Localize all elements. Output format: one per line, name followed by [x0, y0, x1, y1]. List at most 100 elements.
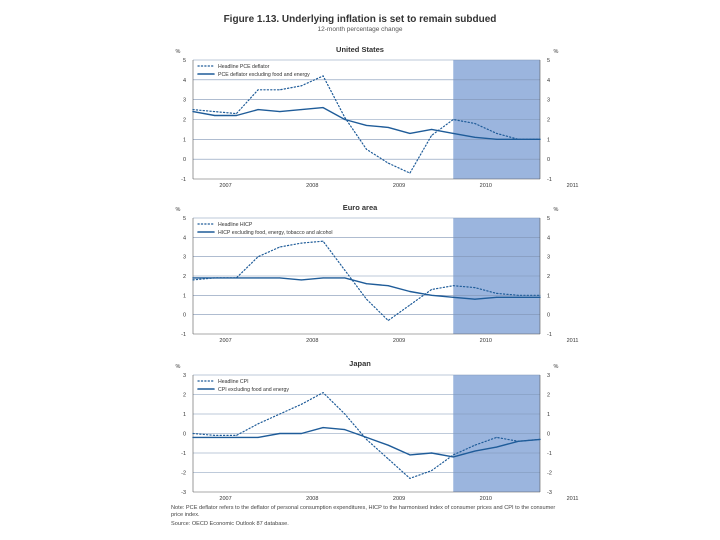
y-tick-label: 0: [183, 432, 186, 438]
data-point: [192, 110, 194, 113]
y-tick-label: 3: [183, 255, 186, 261]
data-point: [192, 432, 194, 435]
x-tick-label: 2009: [393, 338, 405, 344]
legend-entry: Headline HICP: [218, 222, 253, 228]
data-point: [409, 454, 411, 456]
y-tick-label-right: 4: [547, 235, 550, 241]
data-point: [365, 283, 368, 285]
data-point: [257, 256, 259, 258]
data-point: [474, 444, 476, 446]
x-tick-label: 2008: [306, 496, 318, 502]
data-point: [300, 108, 303, 111]
data-point: [300, 242, 303, 244]
y-tick-label: 2: [183, 393, 186, 399]
data-point: [344, 413, 346, 415]
data-point: [365, 436, 368, 438]
data-point: [192, 108, 194, 111]
data-point: [279, 89, 281, 91]
y-tick-label: 3: [183, 373, 186, 379]
data-point: [452, 454, 454, 456]
data-point: [214, 436, 216, 438]
y-unit-left: %: [176, 49, 181, 55]
data-point: [300, 279, 303, 281]
figure-subtitle: 12-month percentage change: [317, 26, 403, 33]
y-tick-label-right: 0: [547, 313, 550, 319]
y-tick-label-right: 1: [547, 293, 550, 299]
y-tick-label: 5: [183, 216, 186, 222]
y-tick-label-right: 2: [547, 393, 550, 399]
y-tick-label: -1: [181, 332, 186, 338]
y-unit-right: %: [554, 364, 559, 370]
x-tick-label: 2008: [306, 338, 318, 344]
y-tick-label-right: 5: [547, 216, 550, 222]
data-point: [322, 240, 324, 242]
y-tick-label: 2: [183, 118, 186, 124]
data-point: [300, 403, 303, 405]
data-point: [387, 319, 389, 322]
data-point: [387, 162, 389, 164]
data-point: [409, 477, 411, 479]
data-point: [300, 85, 303, 87]
data-point: [496, 436, 498, 438]
data-point: [409, 304, 411, 306]
data-point: [539, 296, 541, 298]
x-tick-label: 2007: [219, 496, 231, 502]
data-point: [279, 246, 281, 248]
data-point: [235, 112, 237, 115]
data-point: [430, 294, 433, 296]
data-point: [279, 413, 281, 415]
y-tick-label-right: 2: [547, 118, 550, 124]
data-point: [430, 128, 433, 131]
data-point: [539, 438, 541, 440]
figure-source: Source: OECD Economic Outlook 87 databas…: [171, 521, 289, 527]
y-tick-label-right: 5: [547, 58, 550, 64]
data-point: [344, 269, 346, 271]
data-point: [474, 450, 476, 452]
y-tick-label-right: -2: [547, 471, 552, 477]
y-tick-label-right: 0: [547, 432, 550, 438]
y-tick-label: 1: [183, 412, 186, 418]
data-point: [235, 114, 237, 117]
y-tick-label: 2: [183, 274, 186, 280]
data-point: [365, 298, 368, 300]
y-tick-label-right: 1: [547, 137, 550, 143]
x-tick-label: 2007: [219, 338, 231, 344]
data-point: [214, 434, 216, 437]
data-point: [474, 136, 476, 138]
y-tick-label-right: 3: [547, 255, 550, 261]
y-tick-label: 4: [183, 235, 186, 241]
y-tick-label: 0: [183, 157, 186, 163]
data-point: [517, 294, 519, 296]
y-tick-label-right: 3: [547, 373, 550, 379]
data-point: [387, 126, 389, 129]
legend-entry: CPI excluding food and energy: [218, 387, 289, 393]
x-tick-label: 2010: [480, 338, 492, 344]
data-point: [452, 456, 454, 458]
legend-entry: PCE deflator excluding food and energy: [218, 72, 310, 78]
data-point: [474, 287, 476, 289]
y-tick-label-right: -1: [547, 332, 552, 338]
data-point: [539, 294, 541, 296]
data-point: [300, 432, 303, 435]
panel-title: United States: [336, 45, 384, 54]
x-tick-label: 2009: [393, 183, 405, 189]
legend-entry: Headline PCE deflator: [218, 64, 270, 70]
data-point: [192, 277, 194, 279]
data-point: [496, 292, 498, 294]
data-point: [517, 138, 519, 140]
y-tick-label: -1: [181, 177, 186, 183]
data-point: [192, 279, 194, 281]
data-point: [279, 110, 281, 113]
data-point: [452, 132, 454, 134]
panel-title: Euro area: [343, 203, 378, 212]
data-point: [496, 132, 498, 134]
data-point: [235, 436, 237, 438]
x-tick-label: 2011: [567, 183, 579, 189]
data-point: [322, 75, 324, 77]
y-tick-label: -1: [181, 451, 186, 457]
data-point: [214, 114, 216, 117]
data-point: [409, 172, 411, 174]
x-tick-label: 2009: [393, 496, 405, 502]
y-unit-left: %: [176, 364, 181, 370]
data-point: [344, 118, 346, 121]
